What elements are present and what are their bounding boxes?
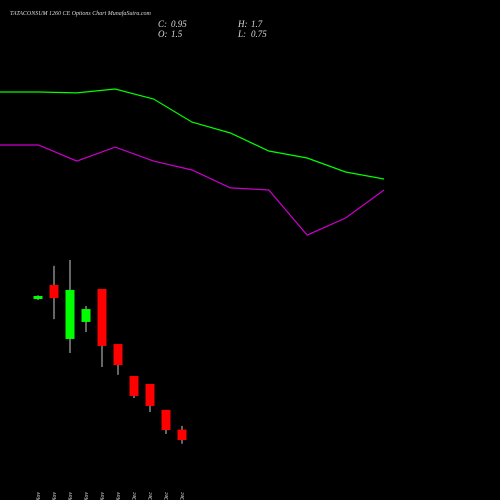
indicator-line <box>0 88 385 180</box>
ohlc-value: 1.7 <box>251 19 263 29</box>
ohlc-label: L: <box>237 29 246 39</box>
ohlc-value: 1.5 <box>171 29 183 39</box>
candle-body <box>129 376 139 396</box>
x-tick-label: 28 Nov <box>116 492 122 500</box>
x-tick-label: 01 Dec <box>132 492 138 500</box>
candle-body <box>161 409 171 430</box>
candle-body <box>97 288 107 346</box>
candle-body <box>33 295 43 300</box>
candle-body <box>113 344 123 366</box>
ohlc-value: 0.75 <box>251 29 267 39</box>
candle-body <box>145 384 155 406</box>
chart-title: TATACONSUM 1260 CE Options Chart MunafaS… <box>10 10 152 17</box>
ohlc-label: O: <box>158 29 168 39</box>
x-tick-label: 04 Dec <box>179 492 186 500</box>
x-tick-label: 21 Nov <box>36 492 42 500</box>
ohlc-value: 0.95 <box>171 19 187 29</box>
x-tick-label: 24 Nov <box>51 492 58 500</box>
x-tick-label: 27 Nov <box>100 492 106 500</box>
ohlc-label: H: <box>237 19 248 29</box>
candle-body <box>65 289 75 339</box>
x-tick-label: 02 Dec <box>148 492 154 500</box>
candle-body <box>49 285 59 299</box>
ohlc-label: C: <box>158 19 167 29</box>
x-tick-label: 03 Dec <box>164 492 170 500</box>
x-tick-label: 26 Nov <box>84 492 90 500</box>
candle-body <box>177 429 187 441</box>
candle-body <box>81 309 91 322</box>
x-tick-label: 25 Nov <box>68 492 74 500</box>
indicator-line <box>0 144 385 236</box>
